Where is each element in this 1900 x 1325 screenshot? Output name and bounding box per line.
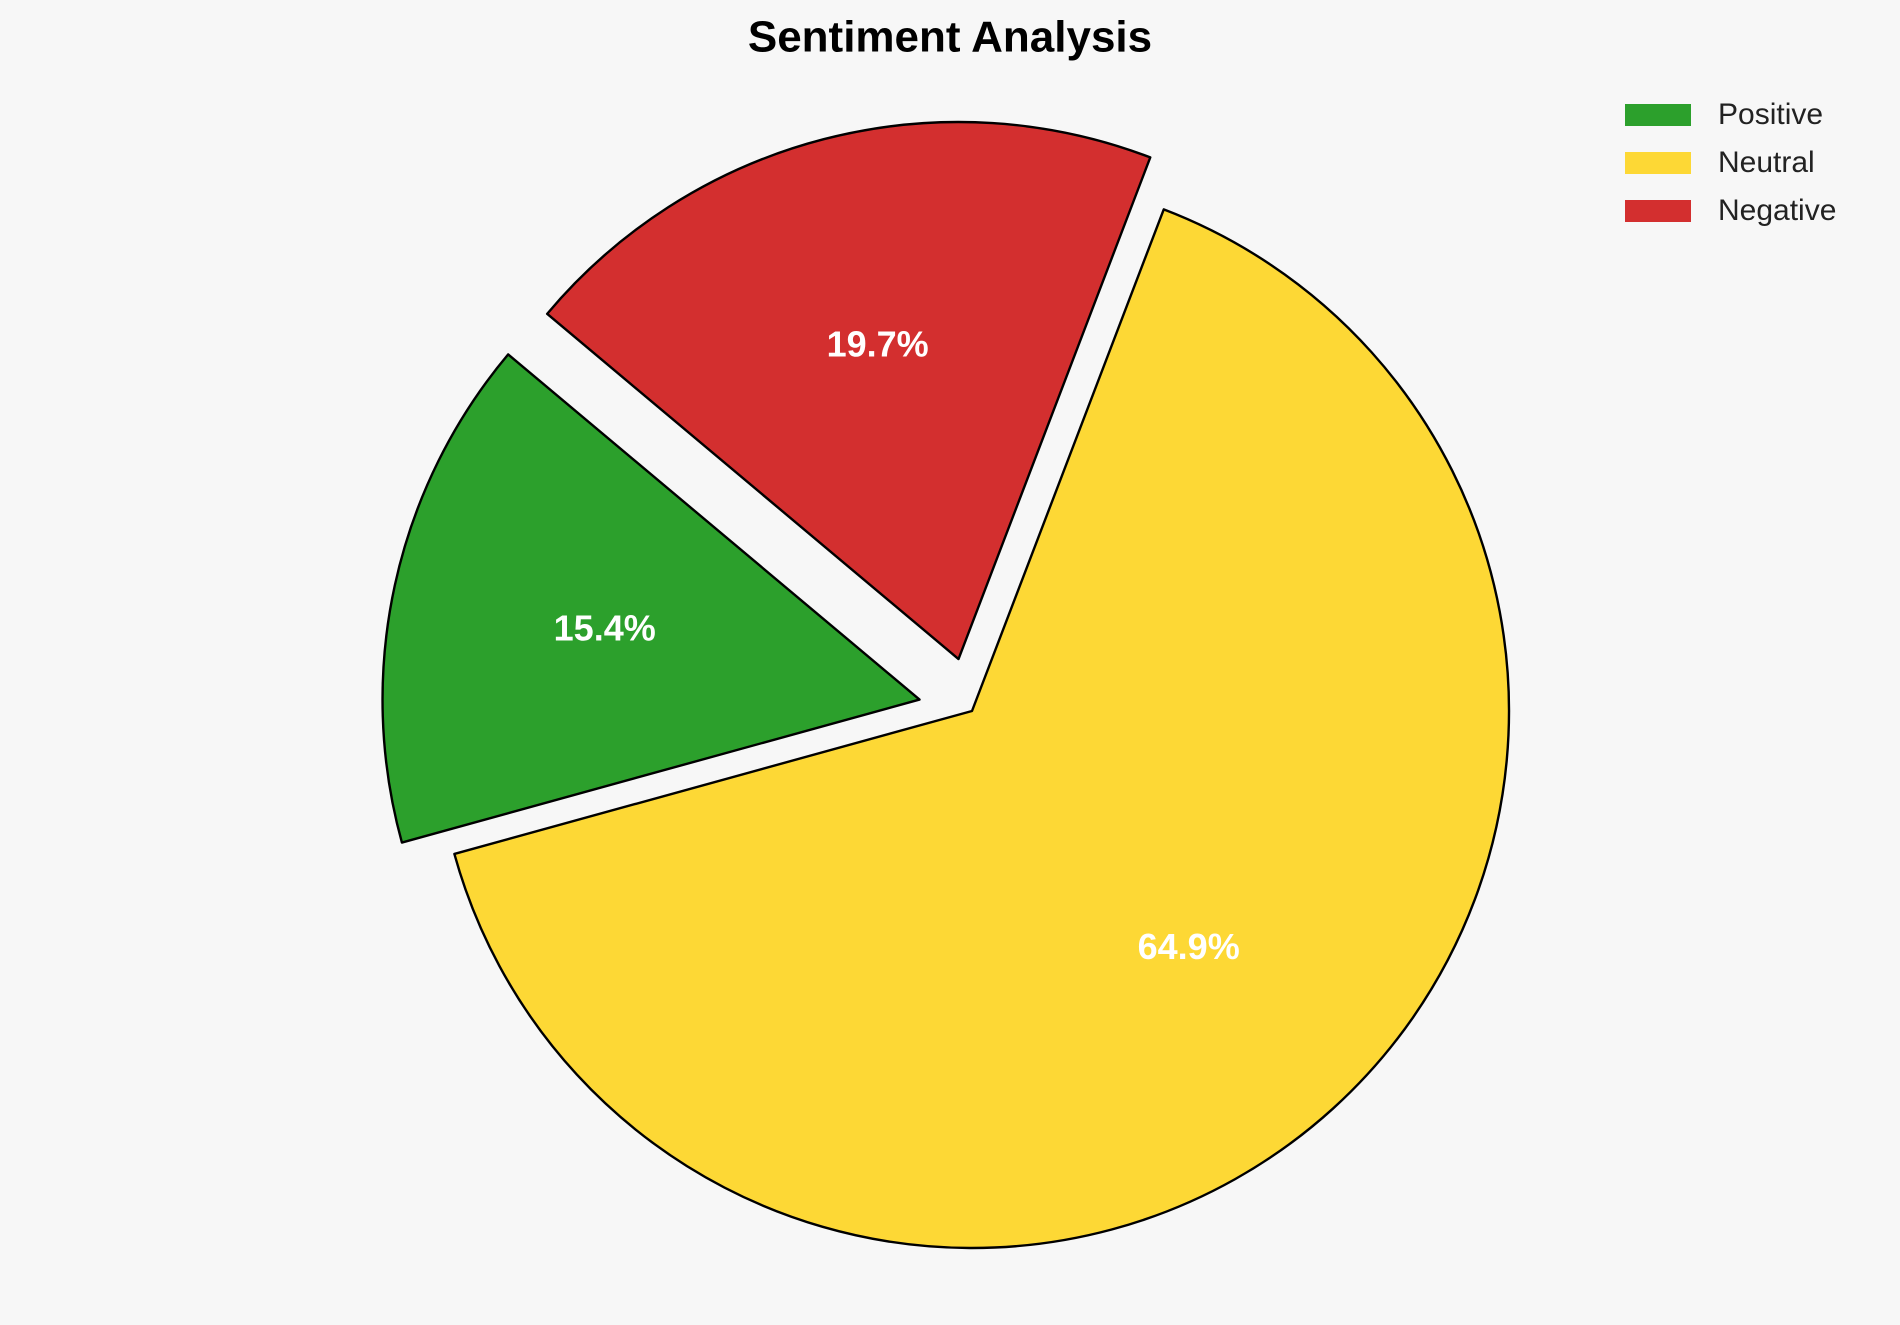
legend-label: Positive — [1718, 98, 1823, 131]
legend-label: Neutral — [1718, 146, 1815, 179]
legend-label: Negative — [1718, 194, 1836, 227]
slice-label: 19.7% — [827, 324, 929, 365]
legend-swatch — [1625, 200, 1691, 222]
legend-swatch — [1625, 104, 1691, 126]
legend-swatch — [1625, 152, 1691, 174]
pie-slice — [381, 353, 921, 844]
pie-slice — [545, 120, 1152, 661]
slice-label: 64.9% — [1138, 926, 1240, 967]
slice-label: 15.4% — [554, 608, 656, 649]
pie-slice — [453, 208, 1511, 1250]
chart-title: Sentiment Analysis — [748, 13, 1152, 62]
